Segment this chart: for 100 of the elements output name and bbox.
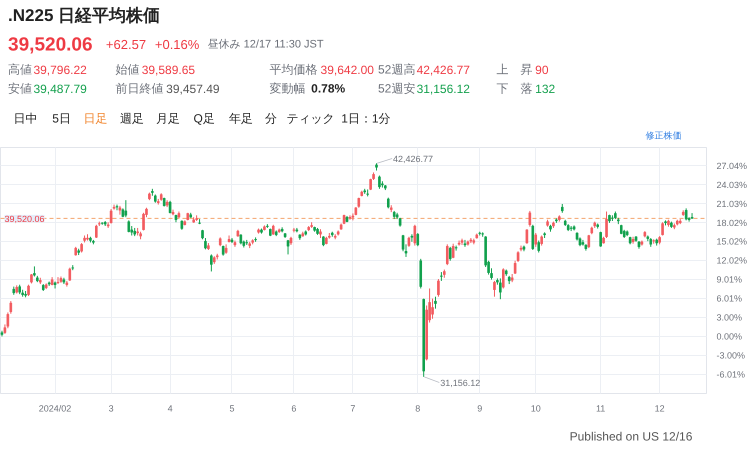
y-tick-label: 27.04% bbox=[716, 160, 748, 171]
candlestick bbox=[322, 236, 325, 247]
candlestick bbox=[499, 278, 502, 300]
x-tick-label: 4 bbox=[168, 404, 173, 414]
y-tick-label: 15.02% bbox=[716, 236, 748, 247]
text: 年足 bbox=[229, 112, 254, 126]
candlestick bbox=[414, 224, 416, 246]
candlestick bbox=[30, 273, 33, 284]
y-tick-label: 6.01% bbox=[716, 294, 742, 304]
y-tick-label: 9.01% bbox=[716, 274, 742, 285]
text: 1日：1分 bbox=[341, 112, 391, 126]
text: 始値 bbox=[115, 62, 140, 76]
candlestick bbox=[502, 268, 505, 289]
y-tick-label: 0.00% bbox=[716, 331, 742, 342]
text: 上 昇 bbox=[496, 62, 533, 76]
candlestick bbox=[446, 244, 449, 266]
text: 5日 bbox=[52, 112, 71, 126]
text: 昼休み 12/17 11:30 JST bbox=[208, 38, 324, 50]
y-tick-label: 3.00% bbox=[716, 312, 742, 322]
candlestick bbox=[452, 243, 454, 259]
text: 分 bbox=[265, 112, 278, 126]
candlestick bbox=[357, 197, 360, 208]
text: 42,426.77 bbox=[416, 63, 470, 77]
x-tick-label: 9 bbox=[477, 404, 482, 414]
text: 31,156.12 bbox=[416, 82, 470, 96]
candlestick bbox=[80, 242, 83, 254]
text: 日足 bbox=[83, 112, 108, 126]
text: 平均価格 bbox=[270, 62, 318, 76]
candlestick bbox=[431, 298, 434, 320]
text: 39,457.49 bbox=[166, 82, 220, 96]
x-tick-label: 6 bbox=[291, 404, 296, 414]
text: 52週高 bbox=[378, 62, 416, 76]
text: 39,642.00 bbox=[320, 63, 374, 77]
y-tick-label: 12.02% bbox=[716, 256, 748, 266]
candlestick bbox=[222, 245, 224, 256]
candlestick bbox=[437, 278, 440, 298]
candlestick bbox=[526, 228, 528, 244]
candlestick bbox=[272, 224, 275, 236]
candlestick bbox=[434, 296, 437, 310]
text: Published on US 12/16 bbox=[570, 430, 693, 444]
candlestick bbox=[684, 208, 688, 221]
text: 39,520.06 bbox=[8, 34, 93, 56]
candlestick bbox=[27, 284, 30, 297]
text: 39,589.65 bbox=[142, 63, 196, 77]
x-tick-label: 2024/02 bbox=[38, 404, 72, 414]
annotation: 39,520.06 bbox=[4, 214, 45, 224]
text: ティック bbox=[286, 112, 335, 126]
candlestick bbox=[534, 232, 538, 248]
candlestick bbox=[110, 208, 112, 224]
y-tick-label: -3.00% bbox=[716, 350, 746, 360]
candlestick bbox=[210, 254, 213, 272]
candlestick bbox=[416, 232, 420, 247]
text: 0.78% bbox=[311, 82, 346, 96]
candlestick bbox=[68, 267, 72, 282]
candlestick bbox=[378, 175, 381, 190]
candlestick bbox=[528, 210, 532, 228]
y-tick-label: 18.02% bbox=[716, 218, 748, 228]
text: 修正株価 bbox=[645, 130, 682, 140]
candlestick bbox=[95, 224, 98, 239]
x-tick-label: 5 bbox=[229, 404, 235, 414]
y-tick-label: 21.03% bbox=[716, 198, 748, 209]
x-tick-label: 12 bbox=[654, 404, 665, 414]
candlestick bbox=[18, 284, 21, 295]
y-tick-label: 24.03% bbox=[716, 180, 748, 190]
text: 39,796.22 bbox=[33, 63, 88, 77]
annotation: 42,426.77 bbox=[393, 154, 434, 164]
x-tick-label: 11 bbox=[596, 404, 606, 414]
text: 90 bbox=[535, 63, 549, 77]
candlestick bbox=[168, 200, 172, 214]
text: 39,487.79 bbox=[33, 82, 88, 96]
text: Q足 bbox=[193, 112, 215, 126]
x-tick-label: 7 bbox=[350, 404, 356, 414]
candlestick bbox=[540, 234, 543, 246]
candlestick bbox=[588, 234, 590, 249]
x-tick-label: 8 bbox=[415, 404, 420, 414]
candlestick bbox=[448, 246, 452, 262]
text: 変動幅 bbox=[270, 82, 306, 96]
candlestick bbox=[661, 222, 664, 236]
candlestick bbox=[10, 300, 12, 314]
candlestick bbox=[537, 240, 540, 254]
annotation: 31,156.12 bbox=[440, 378, 480, 388]
text: 前日終値 bbox=[115, 82, 164, 96]
x-tick-label: 10 bbox=[530, 404, 541, 414]
text: 下 落 bbox=[496, 82, 533, 96]
candlestick bbox=[531, 224, 534, 250]
candlestick bbox=[599, 231, 602, 248]
candlestick bbox=[240, 234, 242, 245]
candlestick bbox=[493, 280, 496, 298]
candlestick bbox=[386, 197, 390, 209]
candlestick bbox=[408, 236, 410, 248]
text: 日中 bbox=[14, 112, 38, 126]
x-tick-label: 3 bbox=[108, 404, 114, 414]
text: 132 bbox=[535, 82, 556, 96]
text: 安値 bbox=[8, 82, 32, 96]
candlestick bbox=[127, 220, 130, 233]
text: +62.57 bbox=[106, 37, 146, 52]
candlestick bbox=[33, 266, 36, 277]
candlestick bbox=[124, 200, 128, 218]
text: +0.16% bbox=[154, 37, 200, 52]
y-tick-label: -6.01% bbox=[716, 369, 746, 380]
